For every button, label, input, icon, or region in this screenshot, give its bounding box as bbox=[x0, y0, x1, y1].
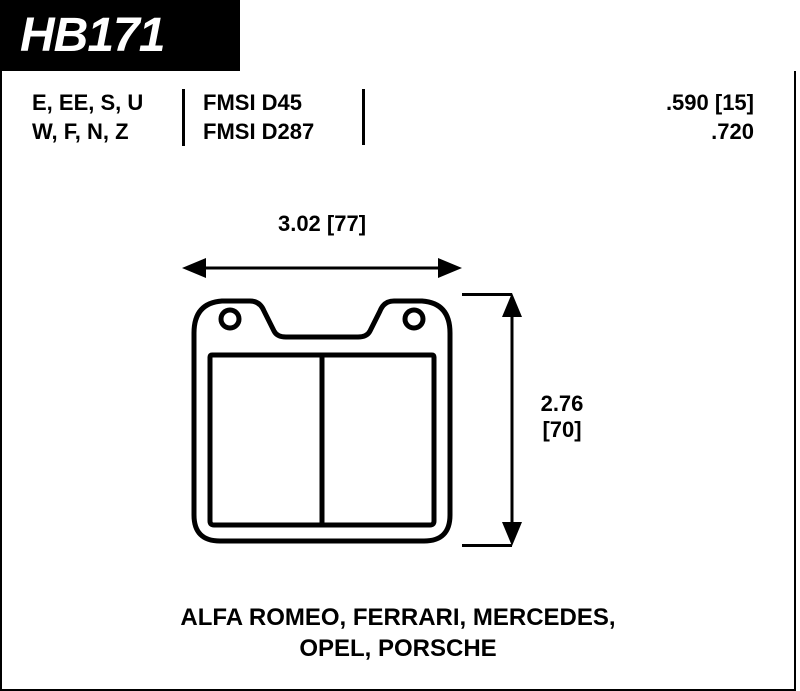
compounds-line2: W, F, N, Z bbox=[32, 118, 182, 147]
header-bar: HB171 bbox=[0, 0, 240, 71]
height-inches: 2.76 bbox=[532, 391, 592, 417]
divider-column bbox=[362, 89, 392, 145]
part-number-title: HB171 bbox=[20, 8, 220, 63]
thickness-line2: .720 bbox=[392, 118, 754, 147]
thickness-line1: .590 [15] bbox=[392, 89, 754, 118]
compounds-line1: E, EE, S, U bbox=[32, 89, 182, 118]
vehicle-list: ALFA ROMEO, FERRARI, MERCEDES, OPEL, POR… bbox=[2, 602, 794, 664]
fmsi-line1: FMSI D45 bbox=[203, 89, 362, 118]
width-dimension-label: 3.02 [77] bbox=[182, 211, 462, 237]
width-arrow bbox=[182, 253, 462, 283]
thickness-column: .590 [15] .720 bbox=[392, 89, 764, 146]
diagram-area: 3.02 [77] 2.76 [70] bbox=[2, 211, 794, 641]
spec-row: E, EE, S, U W, F, N, Z FMSI D45 FMSI D28… bbox=[2, 71, 794, 146]
height-dimension-label: 2.76 [70] bbox=[532, 391, 592, 443]
height-arrow bbox=[497, 293, 527, 546]
fmsi-column: FMSI D45 FMSI D287 bbox=[182, 89, 362, 146]
vehicles-line2: OPEL, PORSCHE bbox=[2, 633, 794, 664]
main-frame: E, EE, S, U W, F, N, Z FMSI D45 FMSI D28… bbox=[0, 71, 796, 691]
fmsi-line2: FMSI D287 bbox=[203, 118, 362, 147]
compounds-column: E, EE, S, U W, F, N, Z bbox=[32, 89, 182, 146]
height-mm: [70] bbox=[532, 417, 592, 443]
brake-pad-outline bbox=[182, 293, 462, 546]
vehicles-line1: ALFA ROMEO, FERRARI, MERCEDES, bbox=[2, 602, 794, 633]
